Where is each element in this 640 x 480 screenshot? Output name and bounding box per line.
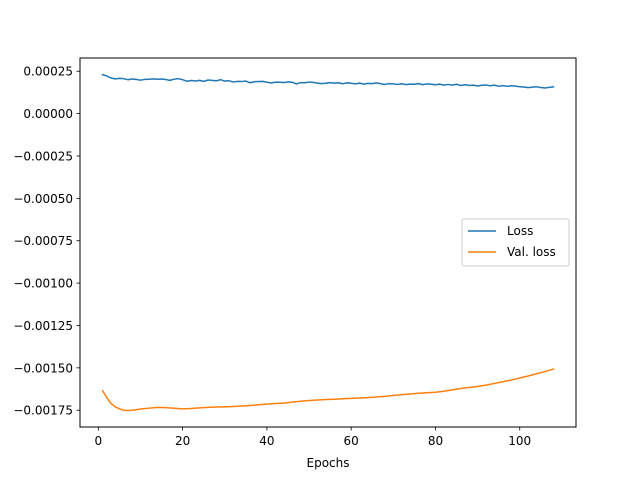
axes-border [79, 57, 577, 428]
legend: Loss Val. loss [461, 218, 570, 267]
y-tick-label: −0.00150 [13, 361, 73, 375]
legend-label-loss: Loss [507, 224, 533, 238]
x-tick-label: 0 [95, 434, 103, 448]
series-line-loss [101, 73, 555, 89]
x-tick-label: 100 [508, 434, 531, 448]
y-tick-label: −0.00025 [13, 149, 73, 163]
x-tick-label: 60 [344, 434, 359, 448]
x-tick-label: 40 [259, 434, 274, 448]
y-tick-label: 0.00000 [23, 107, 73, 121]
x-tick-label: 80 [428, 434, 443, 448]
legend-label-val-loss: Val. loss [507, 245, 556, 259]
y-tick-label: −0.00075 [13, 234, 73, 248]
x-tick-label: 20 [175, 434, 190, 448]
y-tick-label: −0.00100 [13, 277, 73, 291]
axes-spines [79, 57, 577, 428]
y-tick-label: −0.00125 [13, 319, 73, 333]
x-axis-label: Epochs [307, 456, 350, 470]
y-tick-label: −0.00050 [13, 192, 73, 206]
x-axis: 0 20 40 60 80 100 [95, 427, 531, 448]
y-tick-label: 0.00025 [23, 65, 73, 79]
y-axis: 0.00025 0.00000 −0.00025 −0.00050 −0.00075 −0… [13, 65, 80, 418]
series-layer [101, 73, 555, 412]
y-tick-label: −0.00175 [13, 404, 73, 418]
series-line-val-loss [101, 368, 555, 412]
